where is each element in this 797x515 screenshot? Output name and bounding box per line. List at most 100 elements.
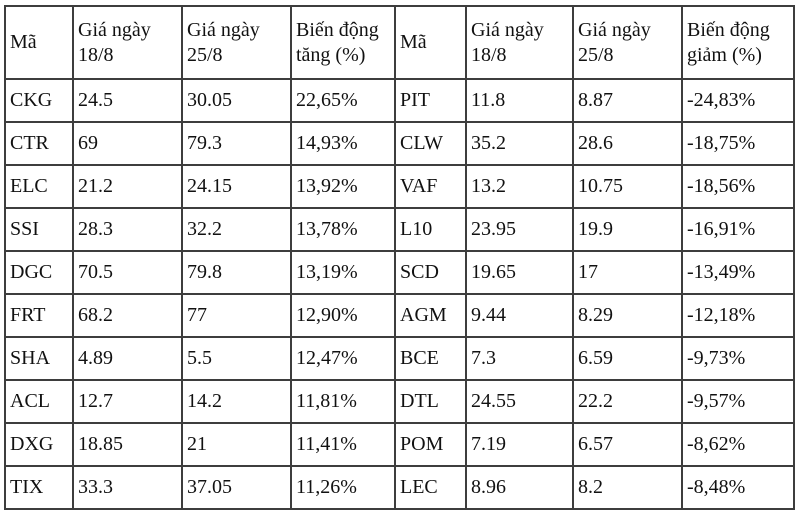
price-25-8-cell-gainer: 5.5 bbox=[181, 336, 292, 381]
price-25-8-cell-gainer: 14.2 bbox=[181, 379, 292, 424]
table-header-row: Mã Giá ngày 18/8 Giá ngày 25/8 Biến động… bbox=[4, 5, 795, 80]
col-header-code-gainers: Mã bbox=[4, 5, 74, 80]
price-18-8-cell-gainer: 4.89 bbox=[72, 336, 183, 381]
stock-code-cell-gainer: FRT bbox=[4, 293, 74, 338]
table-row: FRT 68.2 77 12,90% AGM 9.44 8.29 -12,18% bbox=[4, 293, 795, 338]
col-header-price-25-8-gainers: Giá ngày 25/8 bbox=[181, 5, 292, 80]
stock-code-cell-gainer: CTR bbox=[4, 121, 74, 166]
stock-code-cell-loser: LEC bbox=[394, 465, 467, 510]
price-18-8-cell-gainer: 24.5 bbox=[72, 78, 183, 123]
price-25-8-cell-loser: 10.75 bbox=[572, 164, 683, 209]
percent-change-cell-loser: -16,91% bbox=[681, 207, 795, 252]
price-18-8-cell-gainer: 69 bbox=[72, 121, 183, 166]
price-25-8-cell-gainer: 30.05 bbox=[181, 78, 292, 123]
price-18-8-cell-loser: 7.3 bbox=[465, 336, 574, 381]
price-25-8-cell-gainer: 21 bbox=[181, 422, 292, 467]
percent-change-cell-gainer: 14,93% bbox=[290, 121, 396, 166]
percent-change-cell-gainer: 11,41% bbox=[290, 422, 396, 467]
stock-code-cell-gainer: DGC bbox=[4, 250, 74, 295]
percent-change-cell-loser: -24,83% bbox=[681, 78, 795, 123]
price-25-8-cell-loser: 8.29 bbox=[572, 293, 683, 338]
price-25-8-cell-loser: 8.2 bbox=[572, 465, 683, 510]
percent-change-cell-loser: -9,57% bbox=[681, 379, 795, 424]
table-row: TIX 33.3 37.05 11,26% LEC 8.96 8.2 -8,48% bbox=[4, 465, 795, 510]
price-18-8-cell-gainer: 21.2 bbox=[72, 164, 183, 209]
price-18-8-cell-loser: 9.44 bbox=[465, 293, 574, 338]
percent-change-cell-gainer: 13,19% bbox=[290, 250, 396, 295]
price-18-8-cell-loser: 13.2 bbox=[465, 164, 574, 209]
stock-code-cell-loser: VAF bbox=[394, 164, 467, 209]
table-row: DGC 70.5 79.8 13,19% SCD 19.65 17 -13,49% bbox=[4, 250, 795, 295]
stock-code-cell-gainer: SHA bbox=[4, 336, 74, 381]
price-25-8-cell-gainer: 77 bbox=[181, 293, 292, 338]
price-18-8-cell-loser: 8.96 bbox=[465, 465, 574, 510]
stock-code-cell-loser: POM bbox=[394, 422, 467, 467]
price-25-8-cell-loser: 8.87 bbox=[572, 78, 683, 123]
price-25-8-cell-loser: 6.59 bbox=[572, 336, 683, 381]
percent-change-cell-loser: -12,18% bbox=[681, 293, 795, 338]
table-row: ACL 12.7 14.2 11,81% DTL 24.55 22.2 -9,57% bbox=[4, 379, 795, 424]
stock-code-cell-loser: L10 bbox=[394, 207, 467, 252]
col-header-price-18-8-gainers: Giá ngày 18/8 bbox=[72, 5, 183, 80]
stock-code-cell-gainer: ELC bbox=[4, 164, 74, 209]
price-25-8-cell-loser: 17 bbox=[572, 250, 683, 295]
stock-code-cell-loser: SCD bbox=[394, 250, 467, 295]
price-18-8-cell-loser: 35.2 bbox=[465, 121, 574, 166]
price-25-8-cell-gainer: 37.05 bbox=[181, 465, 292, 510]
stock-code-cell-gainer: TIX bbox=[4, 465, 74, 510]
stock-code-cell-gainer: CKG bbox=[4, 78, 74, 123]
price-18-8-cell-loser: 19.65 bbox=[465, 250, 574, 295]
percent-change-cell-gainer: 11,81% bbox=[290, 379, 396, 424]
col-header-decrease-percent: Biến động giảm (%) bbox=[681, 5, 795, 80]
table-row: SSI 28.3 32.2 13,78% L10 23.95 19.9 -16,91% bbox=[4, 207, 795, 252]
price-18-8-cell-loser: 23.95 bbox=[465, 207, 574, 252]
percent-change-cell-gainer: 13,92% bbox=[290, 164, 396, 209]
percent-change-cell-gainer: 11,26% bbox=[290, 465, 396, 510]
table-row: SHA 4.89 5.5 12,47% BCE 7.3 6.59 -9,73% bbox=[4, 336, 795, 381]
percent-change-cell-loser: -8,48% bbox=[681, 465, 795, 510]
col-header-price-18-8-losers: Giá ngày 18/8 bbox=[465, 5, 574, 80]
price-25-8-cell-gainer: 79.3 bbox=[181, 121, 292, 166]
price-25-8-cell-loser: 19.9 bbox=[572, 207, 683, 252]
price-25-8-cell-loser: 28.6 bbox=[572, 121, 683, 166]
col-header-increase-percent: Biến động tăng (%) bbox=[290, 5, 396, 80]
table-row: DXG 18.85 21 11,41% POM 7.19 6.57 -8,62% bbox=[4, 422, 795, 467]
stock-code-cell-gainer: ACL bbox=[4, 379, 74, 424]
stock-price-change-table: Mã Giá ngày 18/8 Giá ngày 25/8 Biến động… bbox=[4, 5, 795, 510]
stock-code-cell-loser: PIT bbox=[394, 78, 467, 123]
stock-code-cell-loser: BCE bbox=[394, 336, 467, 381]
stock-code-cell-gainer: SSI bbox=[4, 207, 74, 252]
col-header-code-losers: Mã bbox=[394, 5, 467, 80]
price-18-8-cell-loser: 11.8 bbox=[465, 78, 574, 123]
price-18-8-cell-gainer: 70.5 bbox=[72, 250, 183, 295]
price-25-8-cell-gainer: 32.2 bbox=[181, 207, 292, 252]
table-row: CKG 24.5 30.05 22,65% PIT 11.8 8.87 -24,83% bbox=[4, 78, 795, 123]
stock-code-cell-gainer: DXG bbox=[4, 422, 74, 467]
percent-change-cell-loser: -8,62% bbox=[681, 422, 795, 467]
price-25-8-cell-loser: 22.2 bbox=[572, 379, 683, 424]
price-18-8-cell-loser: 24.55 bbox=[465, 379, 574, 424]
percent-change-cell-gainer: 13,78% bbox=[290, 207, 396, 252]
table-row: CTR 69 79.3 14,93% CLW 35.2 28.6 -18,75% bbox=[4, 121, 795, 166]
price-18-8-cell-gainer: 68.2 bbox=[72, 293, 183, 338]
price-25-8-cell-gainer: 24.15 bbox=[181, 164, 292, 209]
stock-code-cell-loser: CLW bbox=[394, 121, 467, 166]
price-18-8-cell-gainer: 28.3 bbox=[72, 207, 183, 252]
percent-change-cell-gainer: 12,90% bbox=[290, 293, 396, 338]
price-18-8-cell-loser: 7.19 bbox=[465, 422, 574, 467]
table-row: ELC 21.2 24.15 13,92% VAF 13.2 10.75 -18,56% bbox=[4, 164, 795, 209]
price-25-8-cell-loser: 6.57 bbox=[572, 422, 683, 467]
percent-change-cell-loser: -13,49% bbox=[681, 250, 795, 295]
price-18-8-cell-gainer: 12.7 bbox=[72, 379, 183, 424]
percent-change-cell-loser: -18,56% bbox=[681, 164, 795, 209]
stock-code-cell-loser: AGM bbox=[394, 293, 467, 338]
price-25-8-cell-gainer: 79.8 bbox=[181, 250, 292, 295]
percent-change-cell-gainer: 22,65% bbox=[290, 78, 396, 123]
percent-change-cell-gainer: 12,47% bbox=[290, 336, 396, 381]
stock-code-cell-loser: DTL bbox=[394, 379, 467, 424]
percent-change-cell-loser: -18,75% bbox=[681, 121, 795, 166]
price-18-8-cell-gainer: 33.3 bbox=[72, 465, 183, 510]
percent-change-cell-loser: -9,73% bbox=[681, 336, 795, 381]
col-header-price-25-8-losers: Giá ngày 25/8 bbox=[572, 5, 683, 80]
